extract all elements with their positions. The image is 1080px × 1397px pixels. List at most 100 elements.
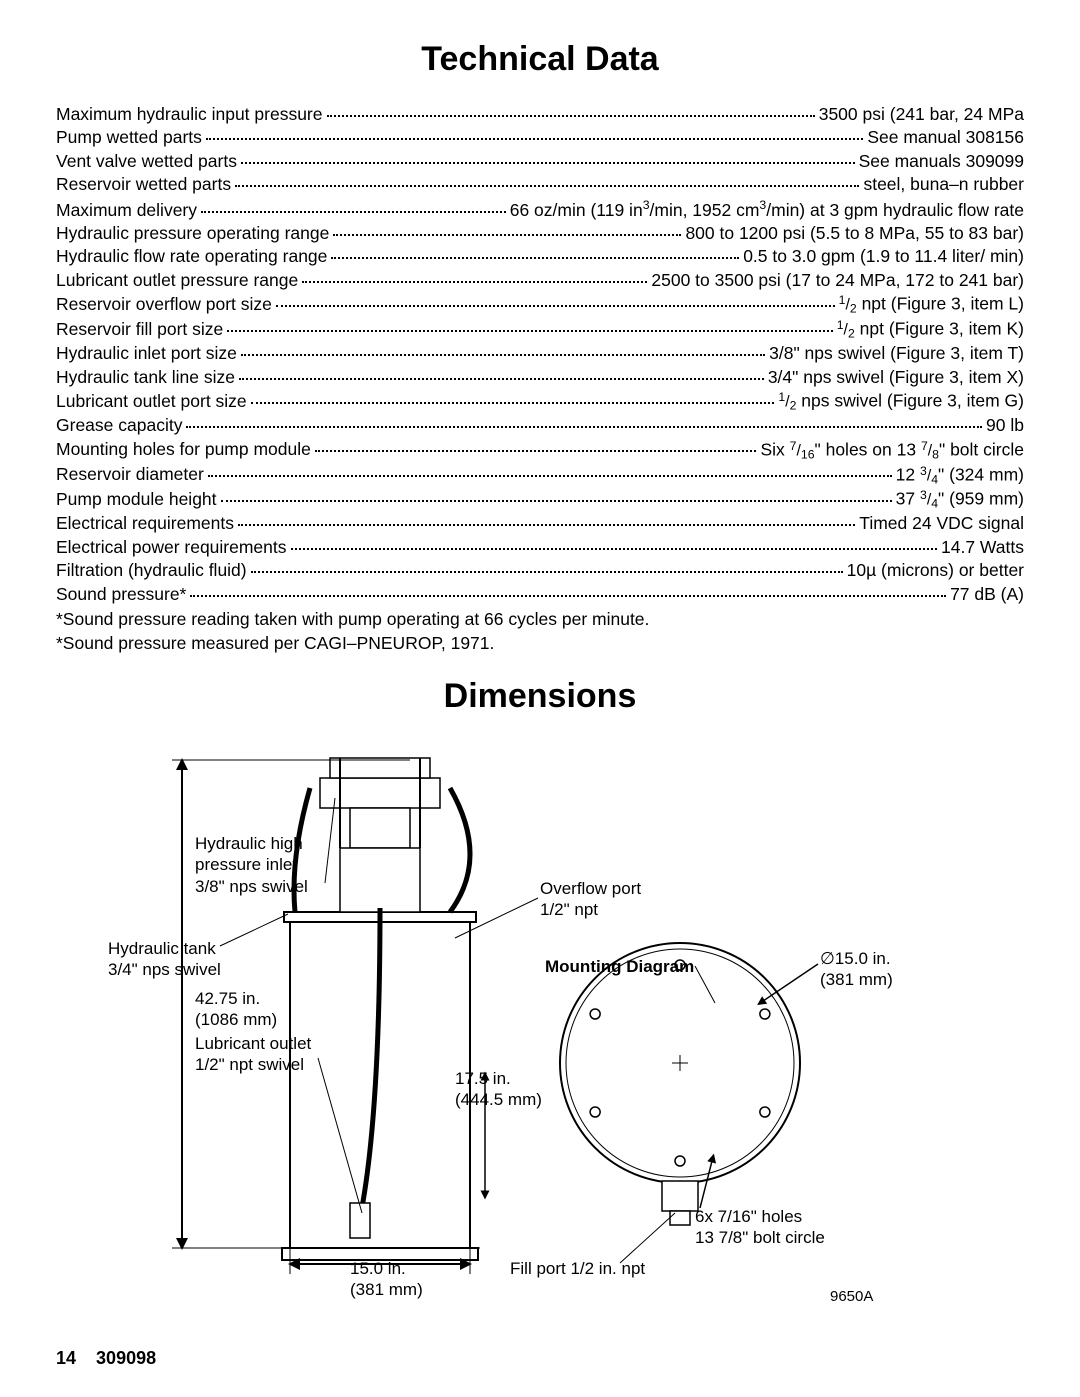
spec-value: 66 oz/min (119 in3/min, 1952 cm3/min) at… — [510, 197, 1024, 222]
dot-leader — [241, 162, 855, 164]
spec-value: See manual 308156 — [867, 126, 1024, 149]
dot-leader — [201, 211, 506, 213]
spec-value: 37 3/4" (959 mm) — [896, 487, 1024, 512]
spec-label: Reservoir diameter — [56, 463, 204, 486]
label-holes: 6x 7/16" holes13 7/8" bolt circle — [695, 1206, 825, 1249]
label-width: 15.0 in.(381 mm) — [350, 1258, 423, 1301]
page-number: 14 — [56, 1348, 76, 1368]
spec-value: 1/2 npt (Figure 3, item K) — [837, 317, 1024, 342]
dot-leader — [302, 281, 647, 283]
technical-data-title: Technical Data — [56, 40, 1024, 79]
spec-value: 90 lb — [986, 414, 1024, 437]
spec-value: 77 dB (A) — [950, 583, 1024, 606]
spec-label: Hydraulic flow rate operating range — [56, 245, 327, 268]
dot-leader — [186, 426, 982, 428]
spec-row: Lubricant outlet pressure range 2500 to … — [56, 269, 1024, 292]
label-hydraulic-tank: Hydraulic tank3/4" nps swivel — [108, 938, 221, 981]
dot-leader — [276, 305, 835, 307]
dot-leader — [208, 475, 892, 477]
spec-label: Hydraulic pressure operating range — [56, 222, 329, 245]
spec-value: 3/4" nps swivel (Figure 3, item X) — [768, 366, 1024, 389]
spec-row: Reservoir wetted parts steel, buna–n rub… — [56, 173, 1024, 196]
spec-value: 2500 to 3500 psi (17 to 24 MPa, 172 to 2… — [651, 269, 1024, 292]
spec-label: Maximum hydraulic input pressure — [56, 103, 323, 126]
spec-row: Grease capacity 90 lb — [56, 414, 1024, 437]
spec-row: Maximum delivery 66 oz/min (119 in3/min,… — [56, 197, 1024, 222]
spec-row: Hydraulic pressure operating range 800 t… — [56, 222, 1024, 245]
spec-value: steel, buna–n rubber — [863, 173, 1024, 196]
spec-row: Hydraulic inlet port size 3/8" nps swive… — [56, 342, 1024, 365]
spec-row: Hydraulic tank line size 3/4" nps swivel… — [56, 366, 1024, 389]
spec-value: 1/2 nps swivel (Figure 3, item G) — [778, 389, 1024, 414]
spec-label: Reservoir overflow port size — [56, 293, 272, 316]
dot-leader — [333, 234, 681, 236]
spec-value: 12 3/4" (324 mm) — [896, 463, 1024, 488]
doc-number: 309098 — [96, 1348, 156, 1368]
label-pump-height: 17.5 in.(444.5 mm) — [455, 1068, 542, 1111]
spec-list: Maximum hydraulic input pressure 3500 ps… — [56, 103, 1024, 606]
spec-label: Mounting holes for pump module — [56, 438, 311, 461]
dot-leader — [315, 450, 757, 452]
spec-label: Hydraulic tank line size — [56, 366, 235, 389]
dot-leader — [235, 185, 859, 187]
spec-value: 3/8" nps swivel (Figure 3, item T) — [769, 342, 1024, 365]
label-hydraulic-high: Hydraulic highpressure inlet3/8" nps swi… — [195, 833, 308, 897]
spec-value: 3500 psi (241 bar, 24 MPa — [819, 103, 1024, 126]
spec-value: 14.7 Watts — [941, 536, 1024, 559]
spec-row: Pump wetted parts See manual 308156 — [56, 126, 1024, 149]
spec-label: Vent valve wetted parts — [56, 150, 237, 173]
spec-label: Electrical requirements — [56, 512, 234, 535]
spec-row: Sound pressure* 77 dB (A) — [56, 583, 1024, 606]
label-fill-port: Fill port 1/2 in. npt — [510, 1258, 645, 1279]
spec-label: Filtration (hydraulic fluid) — [56, 559, 247, 582]
spec-label: Maximum delivery — [56, 199, 197, 222]
dot-leader — [206, 138, 863, 140]
page-footer: 14 309098 — [56, 1348, 156, 1369]
spec-label: Grease capacity — [56, 414, 182, 437]
spec-label: Reservoir wetted parts — [56, 173, 231, 196]
label-overflow: Overflow port1/2" npt — [540, 878, 641, 921]
spec-value: Six 7/16" holes on 13 7/8" bolt circle — [760, 438, 1024, 463]
dot-leader — [327, 115, 815, 117]
dot-leader — [190, 595, 946, 597]
spec-label: Lubricant outlet pressure range — [56, 269, 298, 292]
dimensions-diagram: Hydraulic highpressure inlet3/8" nps swi… — [60, 728, 1020, 1318]
spec-value: 0.5 to 3.0 gpm (1.9 to 11.4 liter/ min) — [743, 245, 1024, 268]
spec-label: Lubricant outlet port size — [56, 390, 247, 413]
spec-row: Reservoir diameter 12 3/4" (324 mm) — [56, 463, 1024, 488]
dot-leader — [331, 257, 739, 259]
spec-row: Reservoir overflow port size 1/2 npt (Fi… — [56, 292, 1024, 317]
dot-leader — [251, 402, 775, 404]
label-height: 42.75 in.(1086 mm) — [195, 988, 277, 1031]
spec-row: Lubricant outlet port size 1/2 nps swive… — [56, 389, 1024, 414]
dot-leader — [251, 571, 843, 573]
spec-label: Hydraulic inlet port size — [56, 342, 237, 365]
spec-label: Pump wetted parts — [56, 126, 202, 149]
label-mounting-diagram: Mounting Diagram — [545, 956, 694, 977]
label-diameter: ∅15.0 in.(381 mm) — [820, 948, 893, 991]
spec-row: Pump module height 37 3/4" (959 mm) — [56, 487, 1024, 512]
spec-value: 10µ (microns) or better — [847, 559, 1024, 582]
footnote: *Sound pressure measured per CAGI–PNEURO… — [56, 632, 1024, 655]
dot-leader — [221, 500, 892, 502]
spec-row: Electrical power requirements 14.7 Watts — [56, 536, 1024, 559]
dot-leader — [239, 378, 764, 380]
dot-leader — [227, 330, 832, 332]
dot-leader — [241, 354, 765, 356]
spec-value: 800 to 1200 psi (5.5 to 8 MPa, 55 to 83 … — [685, 222, 1024, 245]
dimensions-title: Dimensions — [56, 677, 1024, 716]
spec-value: See manuals 309099 — [859, 150, 1024, 173]
spec-label: Electrical power requirements — [56, 536, 287, 559]
spec-row: Mounting holes for pump module Six 7/16"… — [56, 438, 1024, 463]
spec-row: Electrical requirements Timed 24 VDC sig… — [56, 512, 1024, 535]
spec-value: 1/2 npt (Figure 3, item L) — [839, 292, 1024, 317]
spec-label: Pump module height — [56, 488, 217, 511]
spec-row: Vent valve wetted parts See manuals 3090… — [56, 150, 1024, 173]
spec-row: Maximum hydraulic input pressure 3500 ps… — [56, 103, 1024, 126]
spec-label: Sound pressure* — [56, 583, 186, 606]
spec-row: Filtration (hydraulic fluid) 10µ (micron… — [56, 559, 1024, 582]
label-drawing-id: 9650A — [830, 1288, 873, 1307]
footnotes: *Sound pressure reading taken with pump … — [56, 608, 1024, 655]
dot-leader — [291, 548, 937, 550]
label-lubricant-outlet: Lubricant outlet1/2" npt swivel — [195, 1033, 311, 1076]
